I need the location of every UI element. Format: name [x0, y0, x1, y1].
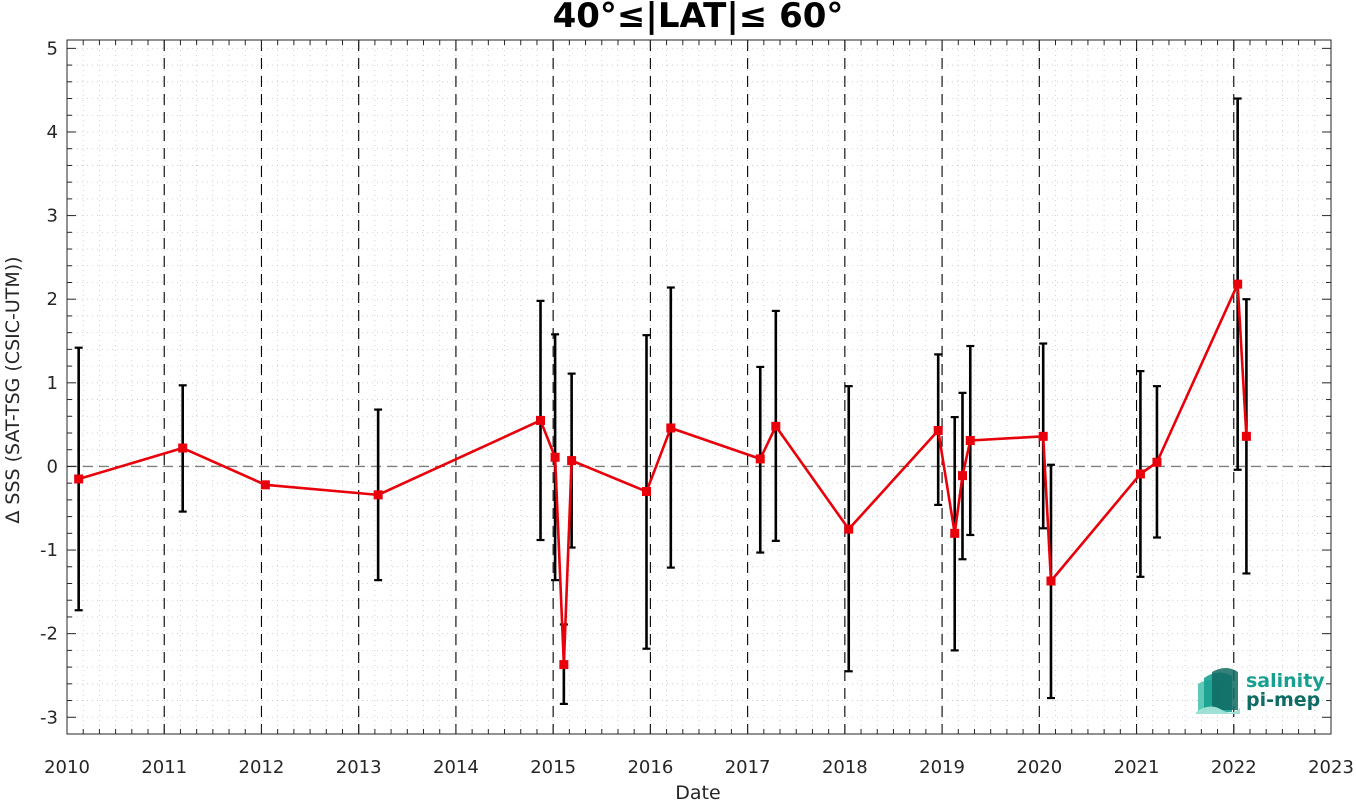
x-tick-label: 2020	[1016, 757, 1062, 778]
x-tick-label: 2016	[627, 757, 673, 778]
y-tick-label: 4	[47, 122, 58, 143]
y-tick-label: -1	[40, 540, 58, 561]
data-point-marker	[1046, 576, 1056, 586]
x-tick-label: 2021	[1114, 757, 1160, 778]
data-point-marker	[1233, 279, 1243, 289]
data-markers	[74, 279, 1251, 670]
data-point-marker	[844, 524, 854, 534]
x-tick-label: 2018	[822, 757, 868, 778]
salinity-pi-mep-logo: salinity pi-mep	[1196, 668, 1325, 714]
data-point-marker	[550, 452, 560, 462]
x-tick-label: 2013	[336, 757, 382, 778]
data-point-marker	[965, 436, 975, 446]
x-tick-label: 2017	[725, 757, 771, 778]
error-bars	[74, 97, 1251, 705]
x-tick-labels: 2010 2011 2012 2013 2014 2015 2016 2017 2018 2019…	[44, 757, 1354, 778]
y-tick-label: -3	[40, 707, 58, 728]
data-point-marker	[933, 425, 943, 435]
chart-title: 40°≤|LAT|≤ 60°	[553, 0, 844, 36]
x-tick-label: 2022	[1211, 757, 1257, 778]
x-tick-label: 2014	[433, 757, 479, 778]
year-boundary-lines	[163, 40, 1235, 734]
y-tick-label: -2	[40, 624, 58, 645]
data-point-marker	[373, 490, 383, 500]
y-tick-label: 0	[47, 456, 58, 477]
data-point-marker	[74, 474, 84, 484]
x-axis-label: Date	[675, 782, 720, 801]
data-point-marker	[641, 487, 651, 497]
y-tick-label: 3	[47, 206, 58, 227]
data-point-marker	[1152, 457, 1162, 467]
data-point-marker	[771, 421, 781, 431]
y-tick-label: 2	[47, 289, 58, 310]
x-tick-label: 2012	[239, 757, 285, 778]
wave-icon	[1196, 668, 1240, 714]
data-point-marker	[567, 456, 577, 466]
y-tick-label: 5	[47, 38, 58, 59]
data-point-marker	[559, 660, 569, 670]
data-point-marker	[666, 423, 676, 433]
x-tick-label: 2023	[1308, 757, 1354, 778]
data-point-marker	[260, 480, 270, 490]
data-point-marker	[1241, 431, 1251, 441]
data-point-marker	[950, 528, 960, 538]
data-point-marker	[957, 471, 967, 481]
x-tick-label: 2011	[141, 757, 187, 778]
data-point-marker	[755, 454, 765, 464]
x-tick-label: 2015	[530, 757, 576, 778]
data-point-marker	[536, 415, 546, 425]
data-point-marker	[1038, 431, 1048, 441]
logo-text-salinity: salinity	[1246, 670, 1325, 692]
y-tick-label: 1	[47, 373, 58, 394]
data-point-marker	[1135, 469, 1145, 479]
logo-text-pi-mep: pi-mep	[1246, 689, 1320, 711]
data-point-marker	[178, 443, 188, 453]
series-line	[78, 282, 1248, 666]
x-tick-label: 2010	[44, 757, 90, 778]
y-tick-labels: -3 -2 -1 0 1 2 3 4 5	[40, 38, 58, 728]
y-axis-label: Δ SSS (SAT-TSG (CSIC-UTM))	[2, 256, 24, 523]
x-tick-label: 2019	[919, 757, 965, 778]
axis-ticks	[66, 40, 1332, 735]
